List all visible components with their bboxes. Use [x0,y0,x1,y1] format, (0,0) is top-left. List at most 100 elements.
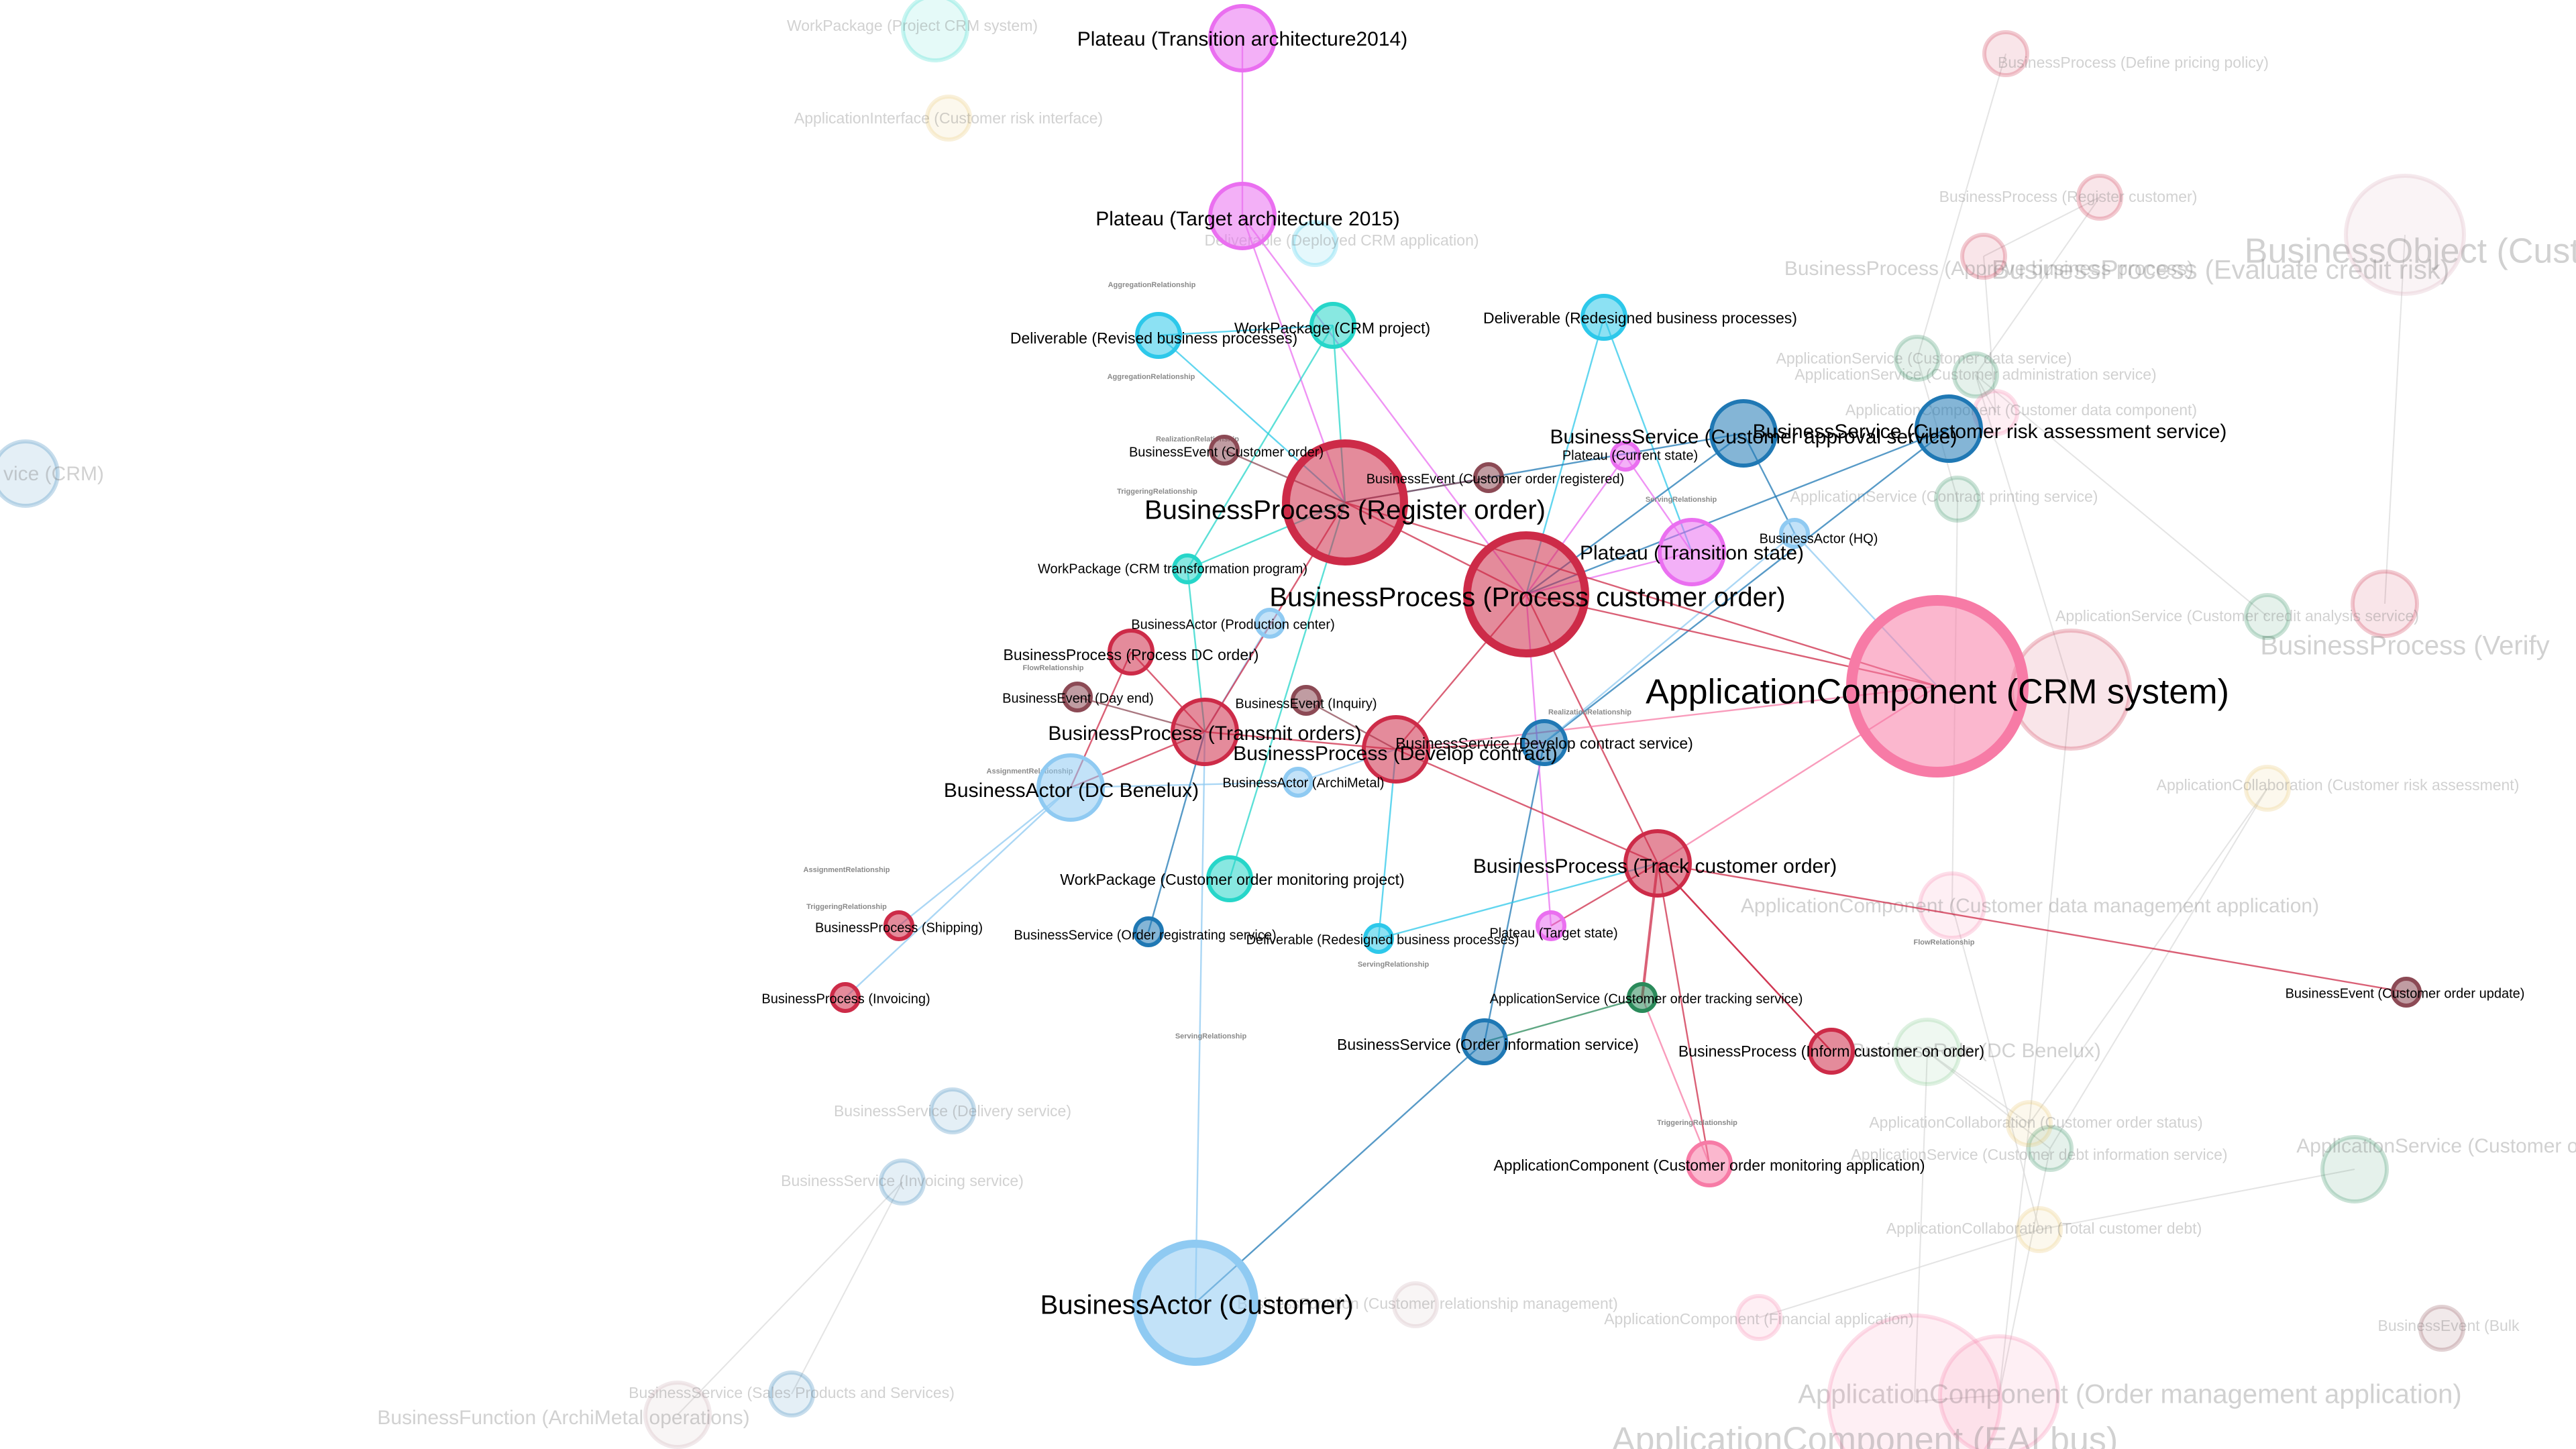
faded-node-label: ApplicationComponent (EAI bus) [1612,1421,2118,1449]
faded-node-applicationservice-customer-order [2320,1135,2389,1203]
node-label-plateau-current-state: Plateau (Current state) [1562,448,1698,463]
node-label-businessprocess-process-customer-order: BusinessProcess (Process customer order) [1269,583,1785,612]
node-plateau-transition-architecture2014[interactable] [1208,4,1277,72]
node-businessevent-inquiry[interactable] [1291,685,1322,716]
node-businessprocess-register-order[interactable] [1282,439,1408,566]
node-businessservice-develop-contract-service[interactable] [1521,719,1568,766]
edge-label: TriggeringRelationship [1117,488,1197,496]
node-plateau-current-state[interactable] [1610,441,1641,472]
faded-node-deliverable-deployed-crm-application [1291,220,1338,267]
edge-n26-n37 [1656,863,1711,1165]
edge-label: ServingRelationship [1358,961,1430,969]
node-businessevent-customer-order-registered[interactable] [1473,462,1504,493]
node-businessactor-hq[interactable] [1779,518,1810,549]
faded-edge [2029,788,2268,1124]
node-businessevent-customer-order[interactable] [1209,435,1240,466]
faded-node-businessobject-customer [2344,174,2466,296]
edge-label: TriggeringRelationship [1657,1119,1737,1127]
faded-edge [677,1181,903,1415]
node-businessprocess-track-customer-order[interactable] [1623,829,1692,898]
faded-node-label: BusinessService (Delivery service) [834,1102,1071,1120]
node-businessprocess-process-customer-order[interactable] [1463,531,1589,657]
faded-edge [1975,374,2268,617]
faded-edge [1917,53,2006,359]
faded-node-businessfunction-customer-relationship-management [1392,1281,1439,1328]
node-label-plateau-transition-state: Plateau (Transition state) [1580,542,1804,564]
node-label-businessevent-customer-order-update: BusinessEvent (Customer order update) [2286,986,2525,1001]
node-businessprocess-inform-customer-on-order[interactable] [1808,1028,1855,1075]
node-businessservice-customer-approval-service[interactable] [1709,399,1778,468]
faded-node-businessservice-invoicing-service [879,1159,926,1205]
node-businessprocess-invoicing[interactable] [830,982,861,1013]
node-label-deliverable-redesigned-business-processes: Deliverable (Redesigned business process… [1483,309,1797,327]
faded-node-businessprocess-register-customer [2076,174,2123,221]
faded-edge [1758,1229,2040,1318]
node-businessservice-order-registrating-service[interactable] [1133,916,1164,947]
node-label-businessservice-order-registrating-service: BusinessService (Order registrating serv… [1014,928,1276,943]
node-applicationcomponent-customer-order-monitoring-application[interactable] [1686,1140,1733,1187]
node-label-businessactor-production-center: BusinessActor (Production center) [1131,617,1334,632]
edge-n24-n32 [845,787,1071,998]
node-applicationcomponent-crm-system[interactable] [1846,595,2029,777]
node-label-applicationcomponent-customer-order-monitoring-application: ApplicationComponent (Customer order mon… [1493,1157,1925,1174]
node-businessprocess-shipping[interactable] [883,910,914,941]
faded-edge [2039,1169,2355,1230]
faded-node-label: ApplicationCollaboration (Total customer… [1886,1220,2202,1237]
faded-node-applicationservice-contract-printing-service [1934,476,1981,523]
node-businessactor-dc-benelux[interactable] [1036,753,1105,822]
node-label-businessservice-customer-risk-assessment-service: BusinessService (Customer risk assessmen… [1753,421,2227,443]
faded-node-applicationservice-customer-credit-analysis-service [2244,593,2291,640]
node-workpackage-crm-transformation-program[interactable] [1172,553,1203,584]
faded-node-applicationservice-customer-administration-service [1952,352,1999,398]
node-plateau-target-architecture-2015[interactable] [1208,182,1277,250]
faded-edge [1998,1148,2051,1396]
node-plateau-transition-state[interactable] [1658,518,1726,586]
node-workpackage-customer-order-monitoring-project[interactable] [1206,855,1253,902]
edge-label: FlowRelationship [1022,664,1083,672]
faded-node-label: BusinessProcess (Define pricing policy) [1998,54,2269,71]
node-businessservice-order-information-service[interactable] [1461,1018,1508,1065]
node-businessprocess-process-dc-order[interactable] [1108,629,1155,676]
edge-n23-n34 [1483,742,1546,1042]
node-label-workpackage-customer-order-monitoring-project: WorkPackage (Customer order monitoring p… [1060,871,1404,888]
node-applicationservice-customer-order-tracking-service[interactable] [1627,982,1658,1013]
faded-node-label: ApplicationComponent (Order management a… [1798,1380,2461,1409]
node-label-businessprocess-invoicing: BusinessProcess (Invoicing) [761,991,930,1006]
node-businessactor-production-center[interactable] [1254,608,1285,639]
node-businessprocess-develop-contract[interactable] [1362,715,1430,784]
node-label-businessevent-customer-order-registered: BusinessEvent (Customer order registered… [1366,472,1625,486]
edge-label: AssignmentRelationship [804,866,890,874]
faded-edge [2049,788,2268,1149]
faded-node-businessevent-bulk [2418,1305,2465,1352]
faded-node-label: ApplicationService (Customer order [2296,1135,2576,1157]
node-deliverable-redesigned-business-processes[interactable] [1363,923,1394,954]
faded-edge [791,1181,903,1395]
node-businessevent-day-end[interactable] [1062,682,1093,712]
edge-label: RealizationRelationship [1548,708,1631,716]
node-label-businessservice-customer-approval-service: BusinessService (Customer approval servi… [1550,426,1957,448]
faded-node-label: vice (CRM) [3,463,104,485]
faded-edge [1983,256,1996,413]
edge-n34-n38 [1195,1041,1485,1303]
faded-edge [1927,1051,2051,1149]
edge-n7-n15 [1525,427,1949,596]
node-plateau-target-state[interactable] [1536,910,1566,941]
node-businessprocess-transmit-orders[interactable] [1171,698,1239,766]
node-deliverable-redesigned-business-processes[interactable] [1580,294,1627,341]
node-businessservice-customer-risk-assessment-service[interactable] [1915,394,1983,463]
edge-n26-n36 [1657,862,2407,994]
node-workpackage-crm-project[interactable] [1309,302,1356,349]
label-layer: Plateau (Transition architecture2014) Pla… [761,28,2524,1320]
node-deliverable-revised-business-processes[interactable] [1135,312,1182,359]
node-label-businessevent-day-end: BusinessEvent (Day end) [1002,691,1154,706]
node-label-businessevent-customer-order: BusinessEvent (Customer order) [1129,445,1324,460]
faded-node-label: ApplicationCollaboration (Customer risk … [2157,776,2520,794]
node-businessevent-customer-order-update[interactable] [2391,977,2422,1008]
faded-node-label: BusinessEvent (Bulk [2378,1317,2520,1334]
edge-label: FlowRelationship [1913,938,1974,947]
node-businessactor-archimetal[interactable] [1283,767,1313,798]
node-businessactor-customer[interactable] [1132,1240,1258,1366]
faded-node-applicationservice-customer-debt-information-service [2027,1125,2074,1172]
